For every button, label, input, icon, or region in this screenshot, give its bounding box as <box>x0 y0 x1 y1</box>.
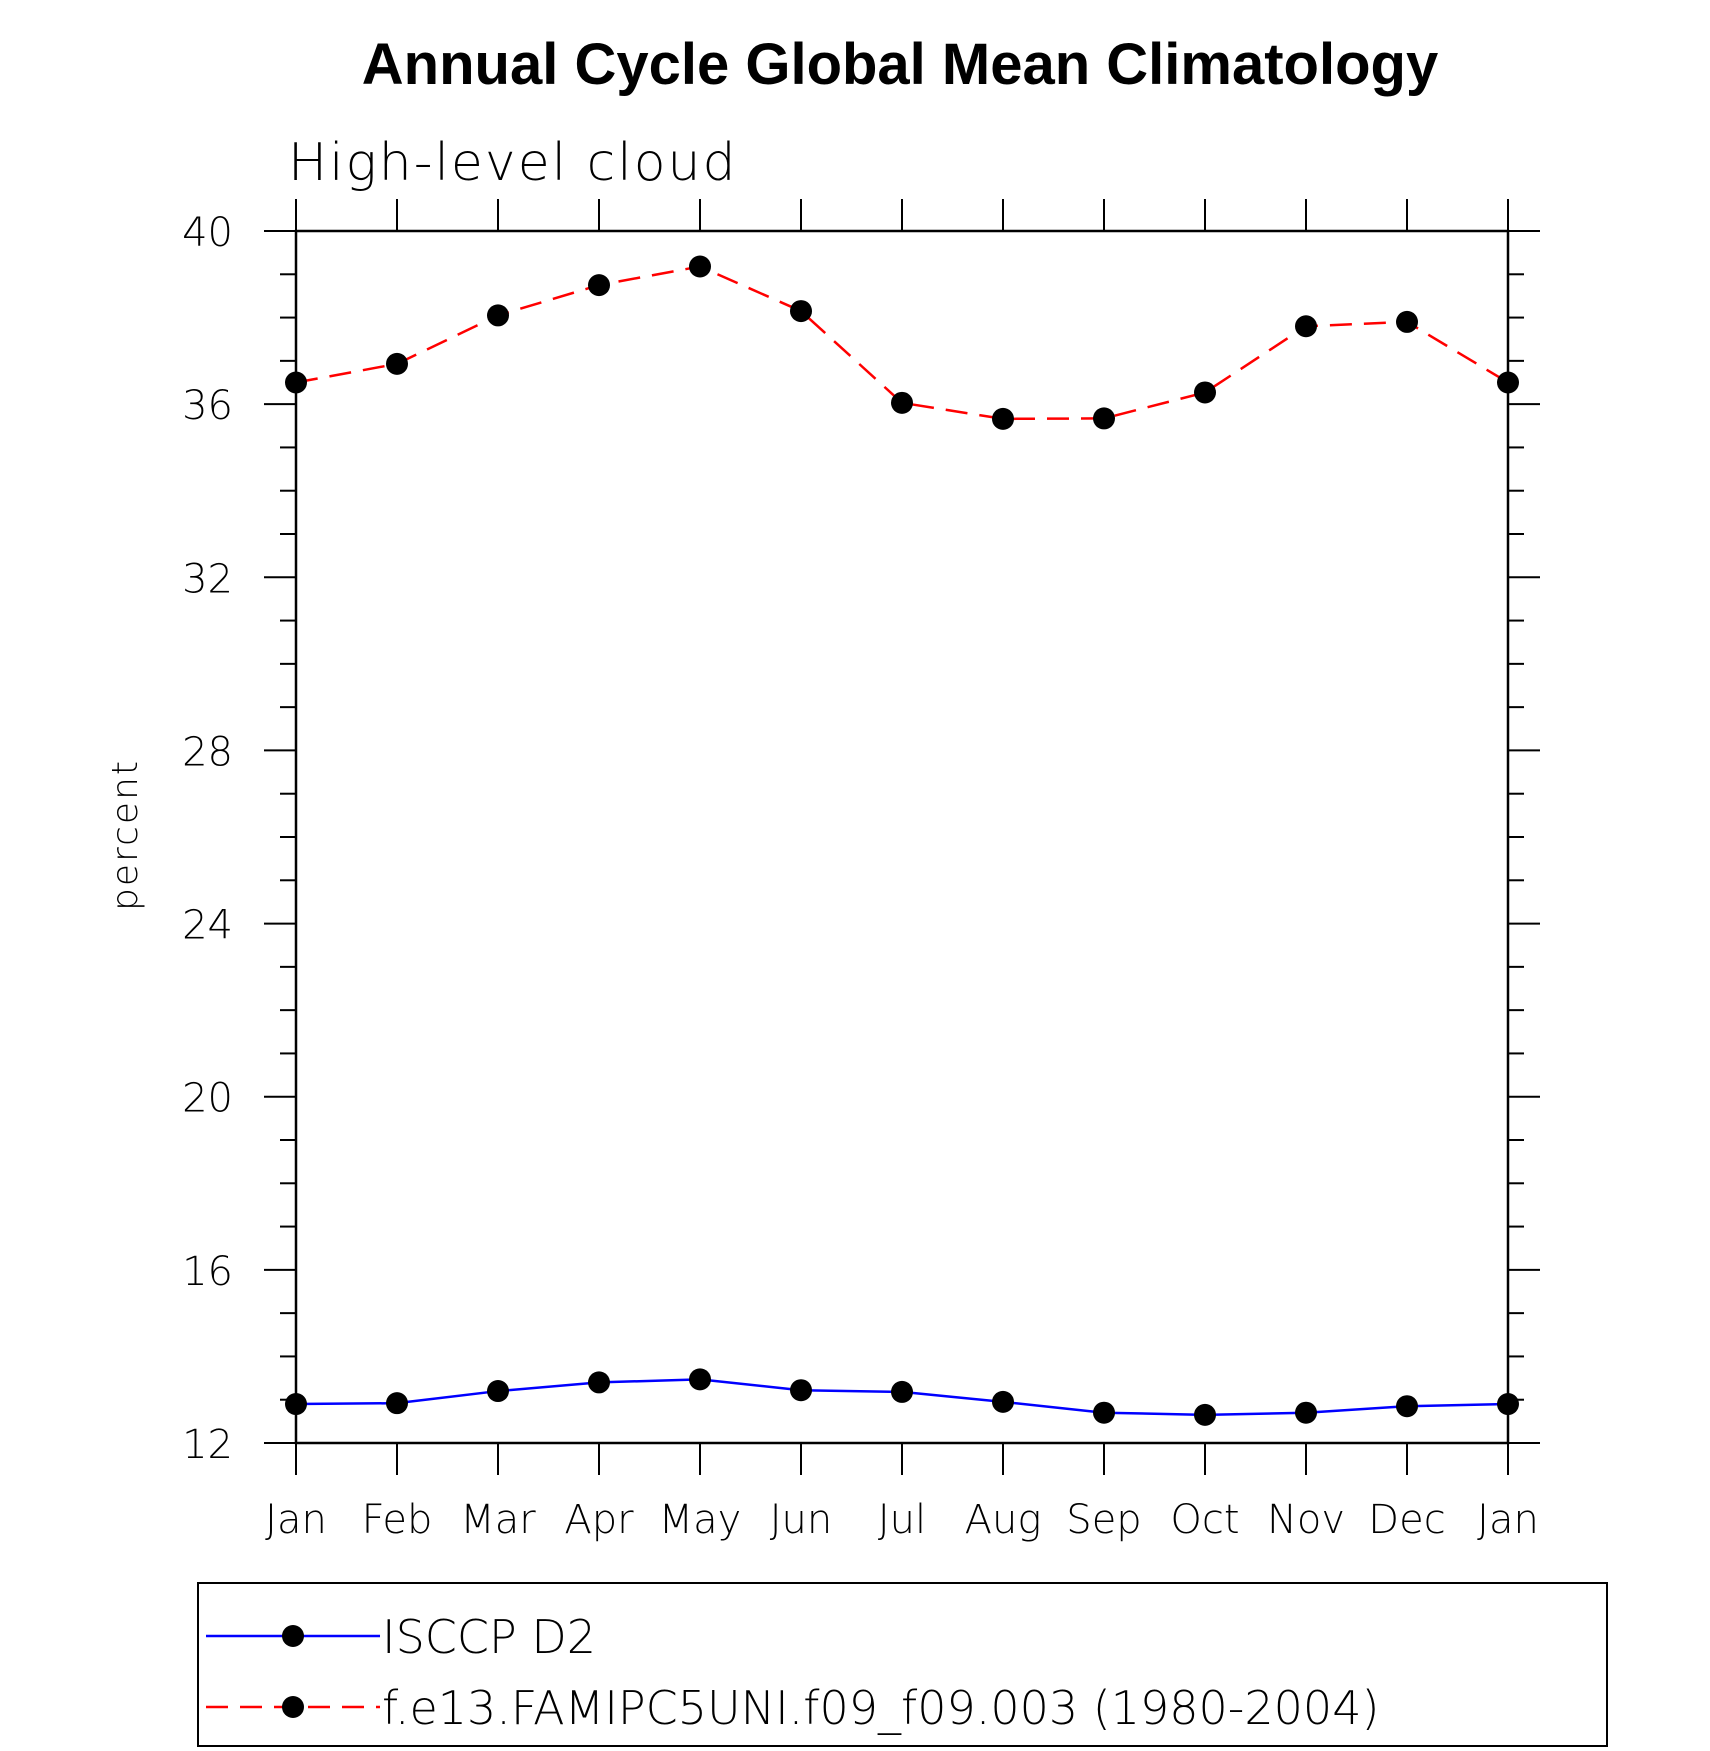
data-point <box>1396 1395 1418 1418</box>
data-point <box>790 300 812 323</box>
data-point <box>285 371 307 394</box>
data-point <box>1093 407 1115 430</box>
legend-marker <box>282 1696 304 1718</box>
x-tick-label: Jun <box>770 1497 833 1543</box>
x-axis-ticks: Jan Feb Mar Apr May Jun Jul Aug Sep Oct Nov Dec Jan <box>265 199 1539 1543</box>
data-point <box>1295 315 1317 338</box>
data-point <box>1093 1401 1115 1424</box>
y-tick-label: 28 <box>182 729 233 775</box>
x-tick-label: Aug <box>965 1497 1042 1543</box>
data-point <box>285 1393 307 1416</box>
y-tick-label: 24 <box>182 903 233 949</box>
x-tick-label: Mar <box>460 1497 536 1543</box>
series-layer <box>285 255 1519 1426</box>
data-point <box>689 255 711 278</box>
y-axis-ticks: 12 16 20 24 28 32 36 40 <box>182 210 1540 1468</box>
y-tick-label: 16 <box>182 1249 233 1295</box>
data-point <box>588 274 610 297</box>
y-tick-label: 36 <box>182 383 233 429</box>
x-tick-label: Sep <box>1066 1497 1141 1543</box>
data-point <box>1497 371 1519 394</box>
data-point <box>891 391 913 414</box>
chart-title: Annual Cycle Global Mean Climatology <box>362 32 1438 97</box>
x-tick-label: Oct <box>1170 1497 1239 1543</box>
data-point <box>1194 381 1216 404</box>
chart-subtitle: High-level cloud <box>288 133 737 193</box>
data-point <box>386 352 408 375</box>
data-point <box>1396 310 1418 333</box>
data-point <box>689 1368 711 1391</box>
data-point <box>992 407 1014 430</box>
legend: ISCCP D2 f.e13.FAMIPC5UNI.f09_f09.003 (19… <box>197 1582 1608 1747</box>
legend-label: f.e13.FAMIPC5UNI.f09_f09.003 (1980-2004) <box>382 1681 1379 1735</box>
x-tick-label: Nov <box>1267 1497 1345 1543</box>
data-point <box>790 1379 812 1402</box>
x-tick-label: May <box>659 1497 742 1543</box>
data-point <box>1194 1403 1216 1426</box>
y-tick-label: 12 <box>182 1422 233 1468</box>
x-tick-label: Feb <box>362 1497 433 1543</box>
y-tick-label: 32 <box>182 556 233 602</box>
series-2 <box>285 255 1519 430</box>
data-point <box>891 1380 913 1403</box>
legend-label: ISCCP D2 <box>382 1610 596 1664</box>
data-point <box>386 1392 408 1415</box>
data-point <box>487 304 509 327</box>
x-tick-label: Dec <box>1368 1497 1445 1543</box>
y-tick-label: 20 <box>182 1076 233 1122</box>
x-tick-label: Jan <box>265 1497 327 1543</box>
data-point <box>588 1371 610 1394</box>
legend-marker <box>282 1625 304 1647</box>
data-point <box>1295 1401 1317 1424</box>
series-1 <box>285 1368 1519 1426</box>
legend-box <box>197 1582 1608 1747</box>
data-point <box>1497 1393 1519 1416</box>
y-axis-label: percent <box>105 759 146 911</box>
legend-entry-2: f.e13.FAMIPC5UNI.f09_f09.003 (1980-2004) <box>206 1681 1379 1735</box>
y-tick-label: 40 <box>182 210 233 256</box>
data-point <box>992 1390 1014 1413</box>
legend-entry-1: ISCCP D2 <box>206 1610 596 1664</box>
x-tick-label: Jul <box>878 1497 926 1543</box>
data-point <box>487 1380 509 1403</box>
x-tick-label: Jan <box>1477 1497 1539 1543</box>
x-tick-label: Apr <box>564 1497 634 1543</box>
